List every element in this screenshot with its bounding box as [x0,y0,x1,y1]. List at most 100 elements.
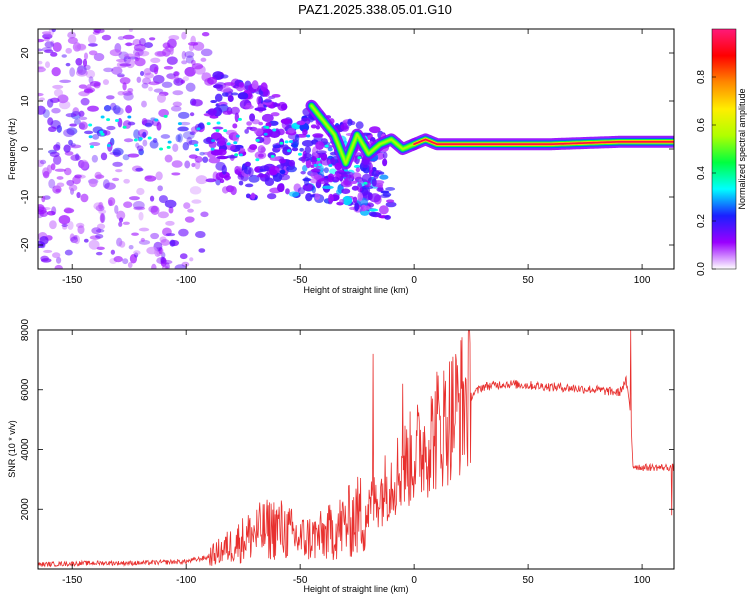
spectrogram-y-tick-label: -20 [20,237,31,252]
spectrogram-x-tick-label: -150 [62,275,82,286]
spectrogram-blob [168,35,180,41]
spectrogram-blob [83,130,94,135]
spectrogram-blob [78,110,85,117]
spectrogram-blob [378,205,389,215]
spectrogram-blob [227,95,234,102]
spectrogram-blob [143,67,152,76]
spectrogram-blob [354,202,359,212]
spectrogram-blob [49,220,57,230]
spectrogram-blob [101,34,112,41]
spectrogram-blob [106,144,111,148]
spectrogram-blob [46,98,54,108]
spectrogram-blob [382,158,388,167]
spectrogram-blob [185,55,194,64]
spectrogram-blob [89,142,101,147]
spectrogram-blob [265,125,270,129]
spectrogram-blob [112,161,123,167]
spectrogram-blob [100,152,108,161]
spectrogram-blob [167,140,172,144]
spectrogram-blob [223,82,236,86]
spectrogram-blob [73,234,78,240]
spectrogram-blob [118,240,126,248]
spectrogram-blob [41,31,52,35]
spectrogram-blob [128,196,140,201]
spectrogram-blob [163,114,168,118]
spectrogram-blob [320,157,332,166]
spectrogram-blob [251,80,259,90]
spectrogram-blob [343,177,352,186]
spectrogram-blob [178,228,189,237]
spectrogram-blob [205,178,217,183]
snr-y-tick-label: 6000 [20,378,31,401]
spectrogram-blob [331,157,336,164]
spectrogram-blob [76,191,81,199]
spectrogram-blob [158,195,168,204]
colorbar-tick-label: 0.6 [696,118,707,132]
spectrogram-blob [336,189,342,195]
spectrogram-blob [165,220,175,226]
spectrogram-blob [263,132,268,136]
spectrogram-y-tick-label: 10 [20,95,31,107]
spectrogram-blob [238,81,245,88]
spectrogram-blob [177,133,183,143]
spectrogram-blob [42,33,53,40]
spectrogram-blob [288,140,293,144]
spectrogram-blob [70,154,81,161]
spectrogram-blob [106,118,111,122]
spectrogram-blob [98,209,107,215]
spectrogram-blob [234,112,240,123]
spectrogram-blob [142,131,147,138]
spectrogram-blob [331,176,340,183]
spectrogram-blob [222,110,233,115]
spectrogram-blob [108,199,113,207]
spectrogram-blob [210,149,223,156]
spectrogram-blob [72,42,82,52]
spectrogram-blob [68,184,78,192]
spectrogram-blob [248,167,254,177]
spectrogram-blob [233,141,238,145]
spectrogram-blob [94,29,105,34]
spectrogram-blob [288,159,296,167]
spectrogram-blob [160,256,165,263]
spectrogram-blob [215,172,224,181]
spectrogram-blob [382,151,388,159]
snr-series-line [38,330,674,568]
spectrogram-blob [270,112,280,117]
spectrogram-blob [87,105,99,112]
spectrogram-blob [184,160,191,169]
spectrogram-blob [190,59,196,66]
spectrogram-blob [301,155,306,164]
spectrogram-blob [328,193,334,204]
spectrogram-blob [44,41,54,48]
spectrogram-blob [246,121,253,126]
spectrogram-blob [116,73,125,78]
spectrogram-blob [165,262,170,269]
spectrogram-blob [355,167,361,173]
spectrogram-blob [91,227,102,235]
colorbar-tick-label: 0.8 [696,70,707,84]
spectrogram-blob [74,174,82,179]
spectrogram-blob [300,170,306,175]
spectrogram-blob [80,193,89,203]
spectrogram-blob [214,93,223,102]
spectrogram-blob [161,81,173,88]
snr-y-tick-label: 8000 [20,318,31,341]
spectrogram-blob [382,192,392,197]
spectrogram-blob [262,88,271,97]
spectrogram-blob [340,122,348,131]
spectrogram-blob [79,159,89,170]
spectrogram-blob [189,112,195,117]
spectrogram-blob [272,144,282,149]
spectrogram-blob [220,74,229,79]
spectrogram-blob [312,133,324,138]
spectrogram-blob [160,239,170,246]
spectrogram-y-ticks: -20 -10 0 10 20 [20,47,674,252]
spectrogram-blob [356,182,363,193]
spectrogram-blob [339,198,345,204]
spectrogram-blob [317,163,322,167]
spectrogram-blob [368,162,374,173]
spectrogram-blob [286,149,291,153]
spectrogram-blob [58,215,71,225]
spectrogram-blob [63,128,75,138]
spectrogram-blob [70,142,76,148]
